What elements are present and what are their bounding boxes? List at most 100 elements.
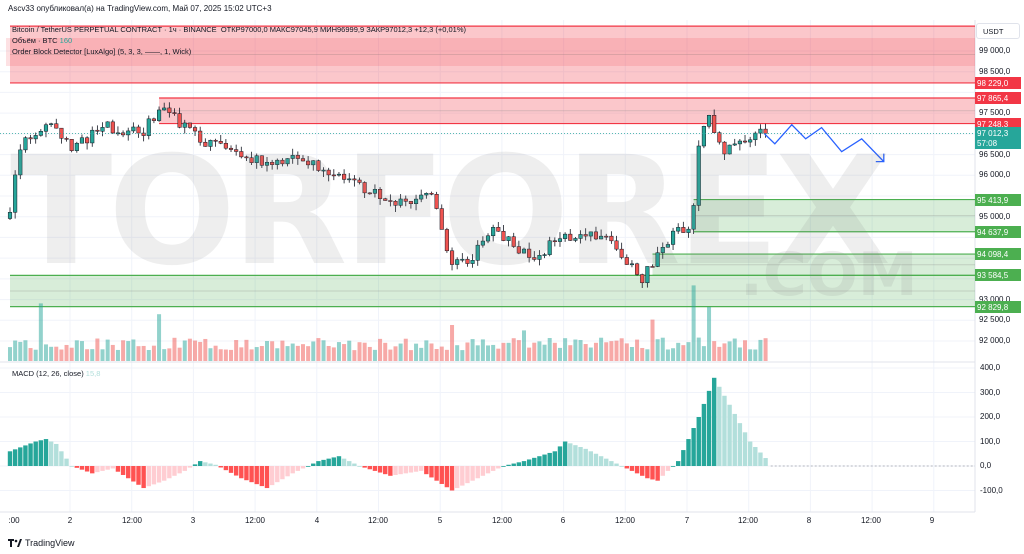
- volume-bar: [23, 340, 28, 361]
- volume-bar: [501, 342, 506, 361]
- macd-bar: [706, 390, 712, 466]
- macd-bar: [383, 466, 388, 475]
- candle-body: [676, 227, 681, 232]
- macd-bar: [454, 466, 460, 489]
- order-block-bullish: [693, 199, 975, 232]
- volume-bars: [8, 285, 768, 361]
- macd-bar: [300, 466, 306, 469]
- macd-bar: [460, 466, 465, 486]
- macd-bar: [568, 443, 573, 466]
- candle-body: [43, 124, 49, 132]
- macd-bar: [362, 466, 367, 468]
- candle-body: [429, 192, 434, 195]
- currency-selector[interactable]: USDT: [976, 23, 1020, 39]
- volume-bar: [624, 343, 629, 361]
- volume-bar: [496, 348, 501, 361]
- macd-bar: [372, 466, 378, 471]
- candle-body: [681, 227, 686, 233]
- indicator-legend[interactable]: Order Block Detector [LuxAlgo] (5, 3, 3,…: [12, 47, 192, 56]
- candle-body: [460, 258, 465, 261]
- volume-bar: [578, 340, 583, 361]
- volume-bar: [172, 337, 177, 361]
- volume-bar: [326, 345, 331, 361]
- volume-bar: [182, 340, 187, 361]
- candle-body: [182, 122, 187, 128]
- volume-bar: [259, 346, 264, 361]
- time-axis-label: 2: [67, 516, 73, 525]
- macd-bar: [629, 466, 635, 471]
- candle-body: [33, 135, 38, 140]
- macd-bar: [311, 463, 316, 466]
- macd-bar: [131, 466, 136, 482]
- candle-body: [557, 238, 563, 242]
- macd-histogram: [7, 377, 768, 491]
- volume-bar: [126, 341, 131, 361]
- candle-body: [121, 132, 126, 136]
- volume-bar: [383, 342, 388, 361]
- macd-axis-label: 300,0: [980, 387, 1001, 397]
- candle-body: [455, 259, 460, 265]
- volume-bar: [69, 347, 74, 361]
- macd-bar: [573, 445, 578, 466]
- candle-body: [378, 189, 383, 199]
- volume-bar: [470, 339, 475, 361]
- macd-bar: [578, 447, 583, 466]
- macd-bar: [516, 462, 522, 466]
- candle-body: [167, 107, 172, 113]
- candle-body: [218, 141, 223, 144]
- volume-bar: [151, 345, 156, 361]
- candle-body: [691, 205, 696, 230]
- candle-body: [547, 240, 552, 255]
- volume-bar: [444, 349, 449, 361]
- candle-body: [162, 107, 167, 111]
- volume-bar: [306, 346, 311, 361]
- macd-bar: [526, 459, 532, 466]
- volume-bar: [748, 349, 753, 361]
- candle-body: [475, 244, 480, 261]
- macd-bar: [413, 466, 419, 472]
- macd-bar: [747, 441, 753, 466]
- candle-body: [198, 130, 203, 143]
- macd-bar: [681, 450, 686, 466]
- price-tag: 92 829,8: [975, 300, 1021, 313]
- time-axis-label: 12:00: [367, 516, 389, 525]
- volume-bar: [352, 350, 357, 361]
- volume-legend[interactable]: Объём · BTC 160: [12, 36, 73, 45]
- candle-body: [336, 173, 342, 176]
- volume-bar: [660, 337, 665, 361]
- volume-bar: [686, 342, 691, 361]
- volume-bar: [280, 340, 285, 361]
- macd-bar: [79, 466, 85, 470]
- macd-bar: [316, 461, 321, 466]
- volume-bar: [527, 347, 532, 361]
- candle-body: [563, 233, 568, 239]
- time-axis-label: 12:00: [860, 516, 882, 525]
- macd-bar: [521, 461, 527, 466]
- volume-bar: [732, 338, 737, 361]
- volume-bar: [491, 344, 496, 361]
- volume-bar: [64, 344, 69, 361]
- tradingview-logo[interactable]: TradingView: [8, 538, 75, 548]
- macd-bar: [233, 466, 239, 476]
- macd-bar: [12, 449, 18, 466]
- candle-body: [717, 132, 722, 143]
- macd-bar: [64, 458, 69, 466]
- macd-bar: [120, 466, 126, 475]
- volume-bar: [239, 347, 244, 361]
- macd-bar: [403, 466, 408, 474]
- symbol-legend[interactable]: Bitcoin / TetherUS PERPETUAL CONTRACT · …: [12, 25, 467, 34]
- macd-bar: [562, 441, 568, 466]
- macd-axis-label: 0,0: [980, 461, 992, 470]
- macd-bar: [295, 466, 301, 471]
- candle-body: [131, 126, 136, 132]
- candle-body: [203, 141, 208, 147]
- price-tag: 97 865,4: [975, 92, 1021, 104]
- volume-bar: [90, 349, 95, 361]
- macd-bar: [69, 466, 74, 467]
- volume-bar: [712, 341, 717, 361]
- macd-legend[interactable]: MACD (12, 26, close) 15,8: [12, 369, 101, 378]
- macd-bar: [33, 441, 38, 466]
- macd-bar: [331, 457, 337, 466]
- macd-bar: [367, 466, 372, 470]
